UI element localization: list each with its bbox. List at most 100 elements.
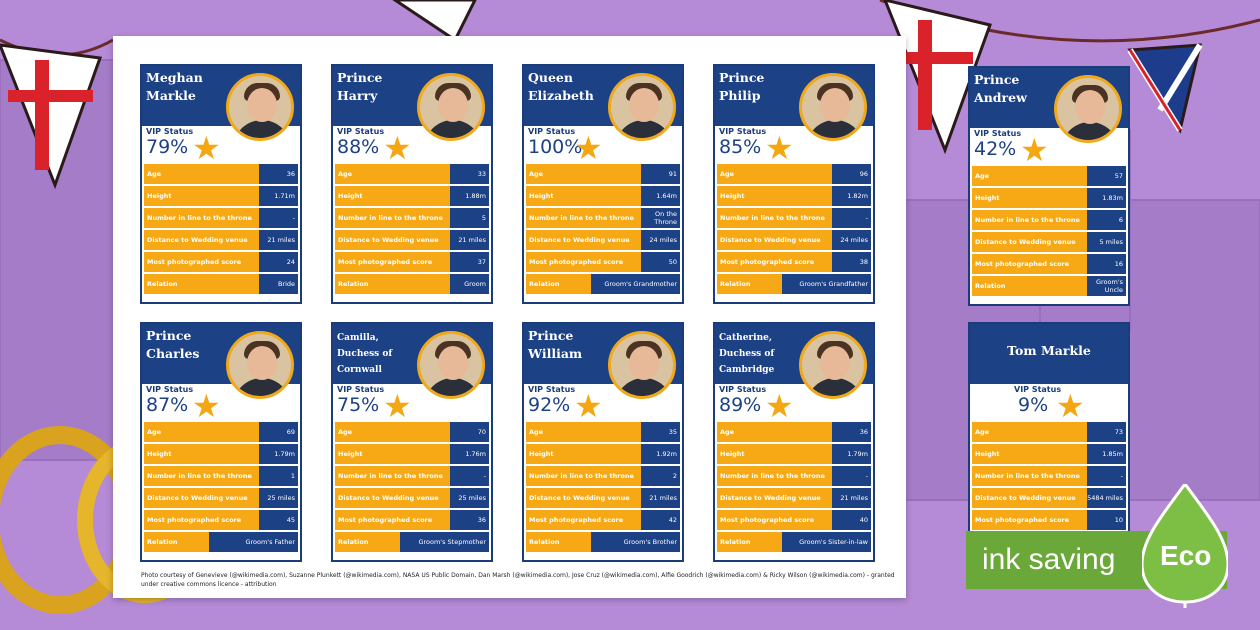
stat-value: 96 xyxy=(832,164,871,184)
card-name: Prince Charles xyxy=(146,328,200,361)
stat-value: 21 miles xyxy=(832,488,871,508)
stat-label: Relation xyxy=(335,532,400,552)
stat-label: Height xyxy=(335,444,450,464)
stat-row: Most photographed score 16 xyxy=(972,254,1126,274)
stat-value: 1.71m xyxy=(259,186,298,206)
stat-row: Most photographed score 38 xyxy=(717,252,871,272)
stat-value: 50 xyxy=(641,252,680,272)
card-name: Catherine, Duchess of Cambridge xyxy=(719,333,775,375)
stat-label: Most photographed score xyxy=(972,254,1087,274)
stat-value: 1.92m xyxy=(641,444,680,464)
star-icon: ★ xyxy=(574,129,603,167)
stat-value: Groom xyxy=(450,274,489,294)
stat-row: Height 1.92m xyxy=(526,444,680,464)
stat-value: Groom's Stepmother xyxy=(400,532,489,552)
card-header: Meghan Markle xyxy=(142,66,300,141)
vip-status-value: 75% xyxy=(337,394,380,416)
portrait-photo xyxy=(226,331,294,399)
vip-status: VIP Status 85% ★ xyxy=(715,126,873,164)
stat-value: 33 xyxy=(450,164,489,184)
stat-row: Distance to Wedding venue 21 miles xyxy=(717,488,871,508)
star-icon: ★ xyxy=(1056,387,1085,425)
stat-value: - xyxy=(259,208,298,228)
stat-row: Relation Groom's Grandmother xyxy=(526,274,680,294)
stat-label: Height xyxy=(335,186,450,206)
stat-value: 69 xyxy=(259,422,298,442)
stat-value: 21 miles xyxy=(641,488,680,508)
star-icon: ★ xyxy=(192,387,221,425)
stat-label: Number in line to the throne xyxy=(717,208,832,228)
stat-value: 57 xyxy=(1087,166,1126,186)
stat-row: Age 73 xyxy=(972,422,1126,442)
portrait-photo xyxy=(226,73,294,141)
stat-row: Distance to Wedding venue 21 miles xyxy=(526,488,680,508)
stat-label: Height xyxy=(526,186,641,206)
star-icon: ★ xyxy=(1020,131,1049,169)
stat-label: Age xyxy=(526,422,641,442)
card-header: Prince Andrew xyxy=(970,68,1128,143)
stat-value: 10 xyxy=(1087,510,1126,530)
vip-status-value: 87% xyxy=(146,394,189,416)
stat-row: Number in line to the throne - xyxy=(972,466,1126,486)
vip-status-value: 42% xyxy=(974,138,1017,160)
card-header: Prince Charles xyxy=(142,324,300,399)
stat-row: Relation Groom's Grandfather xyxy=(717,274,871,294)
stat-value: 24 miles xyxy=(641,230,680,250)
stat-row: Height 1.83m xyxy=(972,188,1126,208)
vip-status: VIP Status 42% ★ xyxy=(970,128,1128,166)
stat-row: Distance to Wedding venue 5484 miles xyxy=(972,488,1126,508)
vip-status: VIP Status 92% ★ xyxy=(524,384,682,422)
stat-row: Number in line to the throne On the Thron… xyxy=(526,208,680,228)
stat-row: Distance to Wedding venue 21 miles xyxy=(144,230,298,250)
stat-row: Distance to Wedding venue 5 miles xyxy=(972,232,1126,252)
stat-value: 36 xyxy=(259,164,298,184)
stat-label: Distance to Wedding venue xyxy=(526,488,641,508)
player-card: Meghan Markle VIP Status 79% ★ Age 36 Height 1.… xyxy=(140,64,302,304)
stat-value: Groom's Grandmother xyxy=(591,274,680,294)
stat-value: 42 xyxy=(641,510,680,530)
stat-label: Height xyxy=(717,186,832,206)
stat-label: Number in line to the throne xyxy=(144,208,259,228)
stat-label: Height xyxy=(972,444,1087,464)
card-header: Prince Philip xyxy=(715,66,873,141)
vip-status: VIP Status 100% ★ xyxy=(524,126,682,164)
star-icon: ★ xyxy=(574,387,603,425)
vip-status-label: VIP Status xyxy=(1014,385,1062,394)
stat-row: Relation Groom's Father xyxy=(144,532,298,552)
stat-label: Distance to Wedding venue xyxy=(335,230,450,250)
stat-value: 38 xyxy=(832,252,871,272)
player-card: Tom Markle VIP Status 9% ★ Age 73 Height 1.85m N… xyxy=(968,322,1130,540)
vip-status-value: 100% xyxy=(528,136,583,158)
stat-value: 6 xyxy=(1087,210,1126,230)
vip-status: VIP Status 87% ★ xyxy=(142,384,300,422)
stat-row: Height 1.88m xyxy=(335,186,489,206)
stat-value: 21 miles xyxy=(259,230,298,250)
stat-value: 1.64m xyxy=(641,186,680,206)
stat-row: Relation Groom's Brother xyxy=(526,532,680,552)
stat-label: Height xyxy=(717,444,832,464)
vip-status-label: VIP Status xyxy=(528,385,576,394)
stat-label: Relation xyxy=(717,532,782,552)
stat-row: Age 69 xyxy=(144,422,298,442)
stat-label: Distance to Wedding venue xyxy=(144,230,259,250)
vip-status-value: 79% xyxy=(146,136,189,158)
card-header: Catherine, Duchess of Cambridge xyxy=(715,324,873,399)
stat-value: 1.76m xyxy=(450,444,489,464)
player-card: Prince Charles VIP Status 87% ★ Age 69 Height 1… xyxy=(140,322,302,562)
stat-label: Height xyxy=(972,188,1087,208)
photo-credits: Photo courtesy of Genevieve (@wikimedia.… xyxy=(141,572,895,588)
player-card: Queen Elizabeth VIP Status 100% ★ Age 91 Heigh… xyxy=(522,64,684,304)
stat-row: Relation Groom's Stepmother xyxy=(335,532,489,552)
stat-value: Groom's Father xyxy=(209,532,298,552)
portrait-photo xyxy=(608,73,676,141)
vip-status-label: VIP Status xyxy=(719,385,767,394)
stat-row: Distance to Wedding venue 25 miles xyxy=(144,488,298,508)
stat-row: Distance to Wedding venue 21 miles xyxy=(335,230,489,250)
player-card: Prince Philip VIP Status 85% ★ Age 96 Height 1.… xyxy=(713,64,875,304)
stat-value: 5 xyxy=(450,208,489,228)
stat-value: 1.79m xyxy=(832,444,871,464)
card-name: Prince Harry xyxy=(337,70,383,103)
stat-value: 1.83m xyxy=(1087,188,1126,208)
stat-row: Relation Groom xyxy=(335,274,489,294)
stat-row: Age 36 xyxy=(717,422,871,442)
